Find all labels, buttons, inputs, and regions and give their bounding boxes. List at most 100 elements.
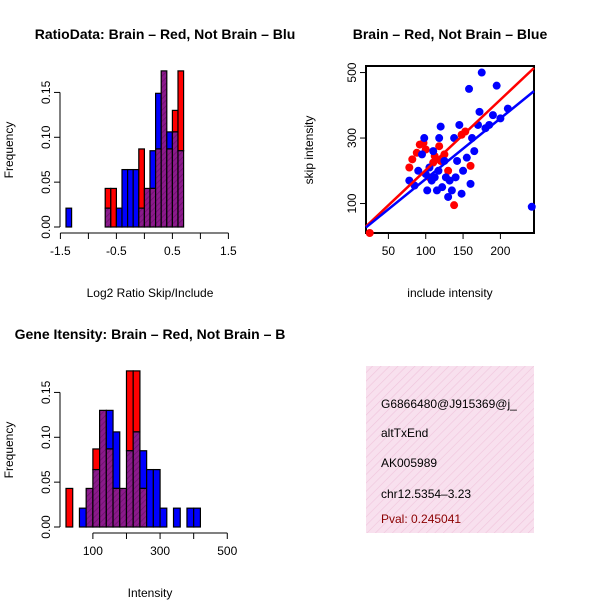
not-brain-point — [445, 176, 454, 185]
hist-bar-overlap — [155, 148, 162, 228]
y-tick-label: 500 — [345, 62, 359, 82]
y-tick-label: 0.15 — [39, 380, 53, 404]
not-brain-point — [414, 166, 423, 175]
y-tick-label: 0.00 — [39, 515, 53, 539]
ratio-histogram-xlabel: Log2 Ratio Skip/Include — [87, 286, 214, 300]
not-brain-point — [453, 156, 462, 165]
intensity-histogram-bars — [65, 370, 201, 528]
hist-bar-overlap — [138, 207, 146, 228]
ratio-histogram-ylabel: Frequency — [2, 122, 16, 179]
hist-bar-upper — [65, 207, 73, 228]
hist-bar-upper — [132, 168, 140, 228]
scatter-panel: Brain – Red, Not Brain – Blue 100 300 500 5… — [302, 26, 547, 300]
x-tick-label: 150 — [453, 244, 473, 258]
hist-bar-upper — [132, 370, 141, 433]
x-tick-label: 50 — [382, 244, 396, 258]
hist-bar-upper — [115, 207, 123, 228]
x-tick-label: 1.5 — [220, 244, 237, 258]
y-tick-label: 0.05 — [39, 470, 53, 494]
hist-bar-overlap — [177, 150, 185, 228]
hist-bar-overlap — [132, 431, 141, 528]
y-tick-label: 0.15 — [39, 80, 53, 104]
x-tick-label: 200 — [490, 244, 510, 258]
brain-fit-line — [365, 67, 535, 228]
hist-bar-upper — [159, 507, 168, 528]
not-brain-point — [438, 183, 447, 192]
hist-bar-upper — [126, 168, 134, 228]
x-tick-label: 500 — [217, 544, 237, 558]
hist-bar-overlap — [98, 409, 107, 528]
hist-bar-upper — [78, 507, 87, 528]
not-brain-point — [420, 134, 429, 143]
scatter-axes: 100 300 500 50 100 150 200 — [345, 62, 511, 258]
y-tick-label: 0.10 — [39, 125, 53, 149]
info-background — [366, 366, 534, 533]
info-pval: Pval: 0.245041 — [381, 512, 461, 526]
hist-bar-upper — [193, 507, 201, 528]
not-brain-point — [447, 186, 456, 195]
hist-bar-upper — [172, 507, 181, 528]
hist-bar-upper — [155, 92, 162, 150]
y-tick-label: 100 — [345, 193, 359, 213]
hist-bar-overlap — [125, 450, 134, 528]
not-brain-point — [435, 134, 444, 143]
brain-point — [405, 163, 414, 172]
not-brain-point — [492, 81, 501, 90]
not-brain-point — [423, 186, 432, 195]
y-tick-label: 0.10 — [39, 425, 53, 449]
hist-bar-upper — [121, 168, 129, 228]
intensity-histogram-xlabel: Intensity — [128, 586, 173, 600]
hist-bar-upper — [146, 468, 154, 528]
brain-point — [450, 201, 459, 210]
not-brain-point — [470, 147, 479, 156]
info-panel: G6866480@J915369@j_ altTxEnd AK005989 ch… — [366, 366, 534, 533]
not-brain-point — [527, 202, 536, 211]
hist-bar-upper — [139, 450, 148, 490]
not-brain-point — [465, 84, 474, 93]
intensity-histogram-panel: Gene Itensity: Brain – Red, Not Brain – … — [2, 326, 285, 600]
hist-bar-overlap — [143, 187, 151, 228]
hist-bar-upper — [104, 187, 112, 209]
hist-bar-overlap — [92, 468, 101, 528]
not-brain-point — [459, 166, 468, 175]
hist-bar-upper — [112, 431, 121, 490]
hist-bar-upper — [105, 409, 114, 450]
x-tick-label: -1.5 — [50, 244, 71, 258]
hist-bar-overlap — [105, 448, 114, 528]
brain-point — [444, 166, 453, 175]
ratio-histogram-bars — [65, 70, 185, 228]
hist-bar-overlap — [160, 70, 168, 228]
info-event-type: altTxEnd — [381, 426, 428, 440]
hist-bar-overlap — [104, 207, 112, 228]
ratio-histogram-panel: RatioData: Brain – Red, Not Brain – Blu … — [2, 26, 295, 300]
not-brain-point — [475, 107, 484, 116]
ratio-histogram-title: RatioData: Brain – Red, Not Brain – Blu — [35, 26, 296, 42]
not-brain-point — [462, 153, 471, 162]
hist-bar-overlap — [139, 487, 148, 528]
brain-point — [365, 229, 374, 237]
hist-bar-upper — [125, 370, 134, 452]
hist-bar-upper — [166, 131, 174, 150]
y-tick-label: 0.05 — [39, 170, 53, 194]
brain-point — [440, 150, 449, 159]
hist-bar-overlap — [149, 187, 157, 228]
intensity-histogram-axes: 0.00 0.05 0.10 0.15 100 300 500 — [39, 380, 238, 558]
hist-bar-overlap — [171, 131, 179, 228]
scatter-title: Brain – Red, Not Brain – Blue — [353, 26, 548, 42]
hist-bar-upper — [149, 150, 157, 190]
brain-point — [408, 155, 417, 164]
brain-point — [466, 161, 475, 170]
hist-bar-upper — [92, 448, 101, 471]
brain-point — [435, 142, 444, 151]
not-brain-point — [477, 68, 486, 77]
info-location: chr12.5354–3.23 — [381, 487, 471, 501]
y-tick-label: 300 — [345, 128, 359, 148]
y-tick-label: 0.00 — [39, 215, 53, 239]
not-brain-point — [436, 122, 445, 131]
not-brain-point — [466, 179, 475, 188]
x-tick-label: 300 — [150, 544, 170, 558]
not-brain-point — [455, 120, 464, 129]
intensity-histogram-ylabel: Frequency — [2, 422, 16, 479]
ratio-histogram-axes: 0.00 0.05 0.10 0.15 -1.5 -0.5 0.5 1.5 — [39, 80, 237, 258]
